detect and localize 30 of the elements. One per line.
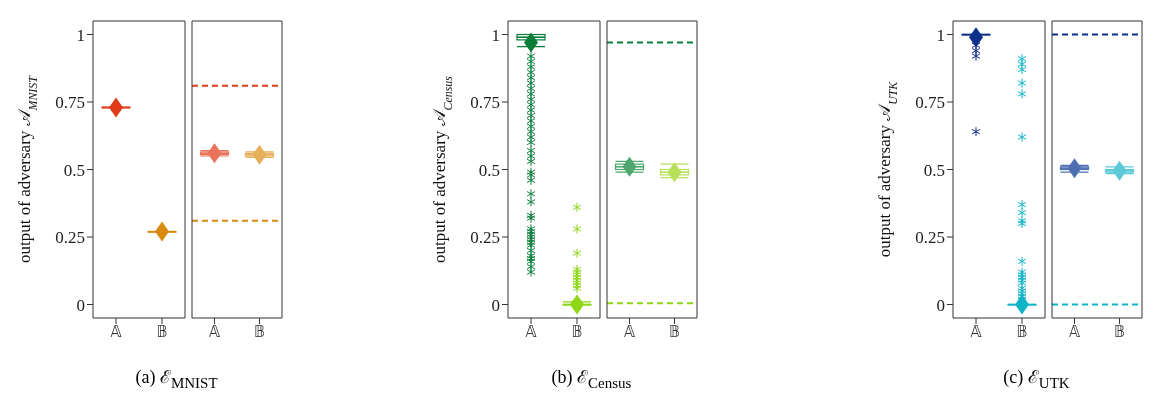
y-tick-label: 0.75 <box>470 93 500 113</box>
y-tick-label: 0.75 <box>55 93 85 113</box>
x-tick-label: 𝔹 <box>571 322 583 341</box>
y-tick-label: 0.5 <box>478 160 500 180</box>
y-tick-label: 0 <box>936 295 945 315</box>
y-tick-label: 0.25 <box>470 228 500 248</box>
y-tick-label: 1 <box>76 25 85 45</box>
text: (a) ℰ$_{MNIST}$ <box>134 366 219 392</box>
x-tick-label: 𝔹 <box>156 322 168 341</box>
x-tick-label: 𝔸 <box>1068 322 1081 341</box>
y-tick-label: 0 <box>76 295 85 315</box>
x-tick-label: 𝔹 <box>1114 322 1125 341</box>
y-tick-label: 1 <box>491 25 500 45</box>
y-tick-label: 0 <box>491 295 500 315</box>
text: (b) ℰ$_{Census}$ <box>550 366 633 392</box>
x-tick-label: 𝔹 <box>254 322 265 341</box>
x-tick-label: 𝔸 <box>208 322 221 341</box>
y-tick-label: 0.75 <box>915 93 945 113</box>
text: (c) ℰ$_{UTK}$ <box>1002 366 1071 392</box>
x-tick-label: 𝔸 <box>970 322 982 341</box>
y-tick-label: 0.25 <box>915 228 945 248</box>
x-tick-label: 𝔹 <box>669 322 680 341</box>
y-tick-label: 0.5 <box>63 160 85 180</box>
x-tick-label: 𝔸 <box>623 322 636 341</box>
y-tick-label: 0.25 <box>55 228 85 248</box>
x-tick-label: 𝔹 <box>1016 322 1028 341</box>
x-tick-label: 𝔸 <box>525 322 537 341</box>
y-tick-label: 1 <box>936 25 945 45</box>
x-tick-label: 𝔸 <box>110 322 122 341</box>
y-tick-label: 0.5 <box>923 160 945 180</box>
